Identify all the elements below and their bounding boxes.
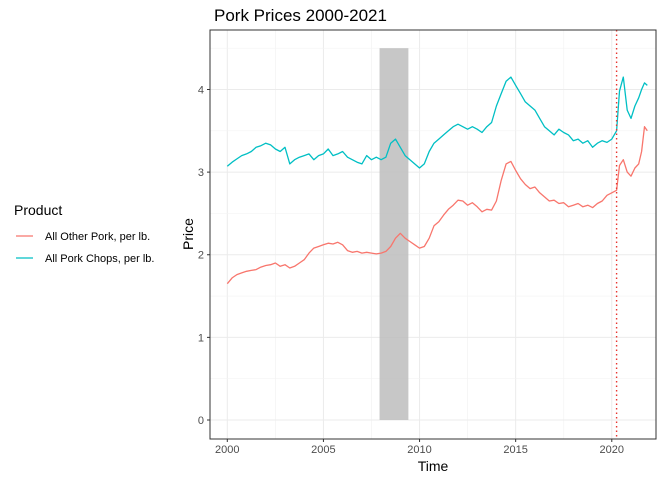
series-lines	[226, 76, 648, 285]
chart-title: Pork Prices 2000-2021	[214, 6, 387, 25]
y-axis-title: Price	[180, 218, 196, 250]
shaded-region	[379, 48, 409, 420]
x-axis-title: Time	[418, 458, 449, 474]
legend-items: All Other Pork, per lb. All Pork Chops, p…	[16, 231, 154, 265]
y-tick-label: 0	[198, 415, 204, 427]
series-line-1	[226, 126, 648, 285]
legend: Product All Other Pork, per lb. All Pork …	[14, 202, 154, 265]
series-line-2	[226, 76, 648, 169]
y-tick-label: 1	[198, 332, 204, 344]
gridlines	[210, 30, 656, 439]
shaded-region-layer	[379, 48, 409, 420]
plot-border	[209, 29, 657, 440]
plot-background	[209, 29, 657, 440]
x-tick-label: 2015	[503, 444, 527, 456]
y-axis-ticks: 0 1 2 3 4	[198, 84, 210, 427]
y-tick-label: 4	[198, 84, 204, 96]
x-tick-label: 2005	[311, 444, 335, 456]
x-tick-label: 2000	[215, 444, 239, 456]
x-tick-label: 2010	[407, 444, 431, 456]
legend-label: All Pork Chops, per lb.	[45, 253, 154, 265]
y-tick-label: 2	[198, 250, 204, 262]
x-axis-ticks: 2000 2005 2010 2015 2020	[215, 439, 624, 456]
x-tick-label: 2020	[600, 444, 624, 456]
legend-label: All Other Pork, per lb.	[45, 231, 150, 243]
legend-title: Product	[14, 202, 62, 218]
y-tick-label: 3	[198, 167, 204, 179]
